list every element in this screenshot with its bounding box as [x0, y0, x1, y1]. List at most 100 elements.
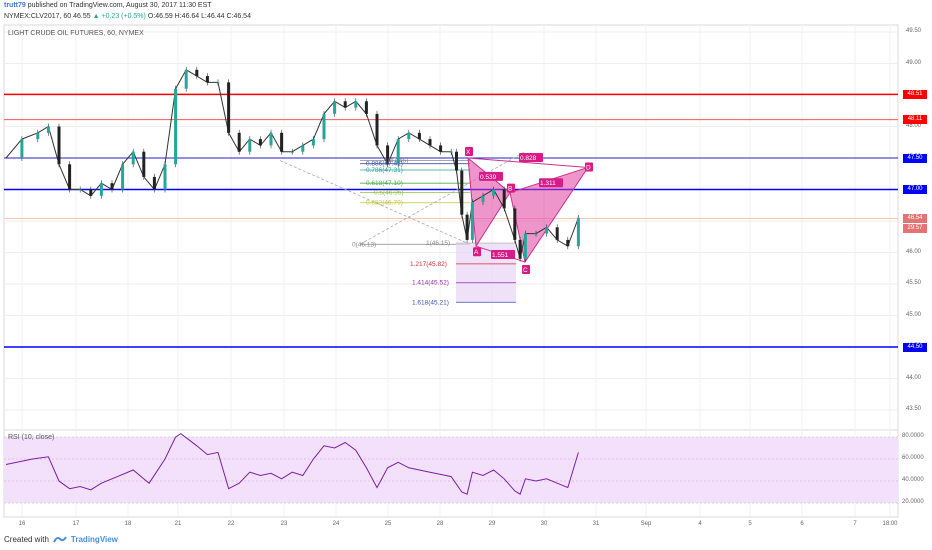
time-tick-label: 16 [18, 521, 26, 527]
candle-body [311, 139, 315, 146]
candle-body [566, 239, 570, 247]
candle-body [428, 139, 432, 146]
time-tick-label: 18 [124, 521, 132, 527]
candle-body [375, 113, 379, 146]
annotation-label: 0.382(46.79) [366, 200, 403, 207]
annotation-label: 1(47.46) [384, 158, 408, 165]
time-tick-label: 5 [748, 521, 752, 527]
candle-body [78, 189, 82, 191]
symbol: NYMEX:CLV2017, 60 [4, 13, 72, 20]
price-tick-label: 49.50 [906, 28, 922, 34]
price-tag: 46.54 [903, 213, 927, 223]
time-tick-label: 28 [436, 521, 444, 527]
price-tag: 48.51 [903, 89, 927, 99]
price-tick-label: 48.00 [906, 122, 922, 129]
time-tick-label: 23 [280, 521, 288, 527]
annotation-label: 0.618(47.10) [366, 180, 403, 187]
time-tick-label: 7 [853, 521, 857, 527]
annotation-box [473, 247, 481, 257]
annotation-label: 1.217(45.82) [410, 261, 447, 268]
candle-body [481, 195, 485, 203]
candle-body [439, 145, 443, 152]
candle-body [89, 189, 93, 196]
author-name[interactable]: trutt79 [4, 2, 26, 9]
annotation-label: 0.539 [480, 174, 497, 181]
candle-body [449, 151, 453, 153]
price-tag: 47.00 [903, 185, 927, 194]
price-pane-frame [3, 24, 899, 431]
rsi-tick-label: 20.0000 [902, 499, 924, 505]
annotation-label: 1.551 [492, 252, 509, 259]
candle-body [68, 164, 72, 190]
rsi-line [5, 433, 579, 495]
rsi-tick-label: 40.0000 [902, 477, 924, 483]
created-with-text: Created with [4, 535, 49, 544]
candle-body [131, 151, 135, 165]
time-tick-label: 17 [72, 521, 80, 527]
footer: Created with TradingView [4, 535, 118, 544]
candle-body [502, 189, 506, 209]
time-tick-label: Sep [640, 521, 652, 527]
price-tick-label: 45.00 [906, 311, 922, 318]
price-tick-label: 49.00 [906, 59, 922, 66]
time-tick-label: 6 [800, 521, 804, 527]
time-tick-label: 30 [540, 521, 548, 527]
candle-body [455, 151, 458, 171]
candle-body [354, 101, 358, 108]
candle-body [237, 132, 241, 152]
time-tick-label: 29 [488, 521, 496, 527]
candle-body [492, 189, 496, 196]
candle-body [99, 183, 103, 196]
candle-body [205, 76, 209, 83]
rsi-band [4, 437, 898, 503]
candle-body [36, 132, 40, 140]
candle-body [407, 132, 411, 140]
annotation-label: B [508, 186, 512, 193]
candle-body [110, 183, 114, 190]
brand-name[interactable]: TradingView [70, 535, 118, 544]
annotation-label: X [466, 149, 471, 156]
annotation-box [507, 183, 515, 193]
time-tick-label: 18:00 [882, 521, 898, 527]
candle-body [576, 217, 580, 247]
candle-body [258, 139, 262, 146]
candle-body [195, 69, 199, 77]
candle-body [301, 145, 305, 152]
fib-trend-dashed [359, 151, 526, 245]
candle-body [343, 101, 347, 108]
time-tick-label: 4 [698, 521, 702, 527]
price-change: ▲ +0.23 (+0.5%) [92, 13, 146, 20]
candle-body [386, 145, 390, 165]
annotation-box [519, 153, 543, 162]
symbol-line: NYMEX:CLV2017, 60 46.55 ▲ +0.23 (+0.5%) … [4, 13, 251, 20]
candle-body [46, 126, 50, 133]
last-price: 46.55 [73, 13, 91, 20]
candles [20, 66, 580, 262]
price-tag: 48.11 [903, 115, 927, 125]
annotation-box [539, 178, 563, 188]
tradingview-logo-icon [53, 536, 67, 543]
candle-body [465, 214, 469, 240]
candle-body [333, 101, 337, 114]
candle-body [555, 227, 559, 240]
annotation-label: 0.5(46.95) [374, 190, 404, 197]
annotation-label: 1.618(45.21) [412, 299, 449, 306]
candle-body [545, 227, 549, 234]
annotation-label: 1(46.15) [426, 240, 450, 247]
candle-body [417, 132, 421, 140]
annotation-box [479, 171, 503, 181]
candle-body [57, 126, 61, 165]
candle-body [121, 164, 125, 190]
time-tick-label: 21 [174, 521, 182, 527]
candle-body [269, 132, 273, 146]
price-tag: 47.50 [903, 153, 927, 163]
candle-body [216, 82, 220, 84]
candle-body [534, 233, 538, 235]
price-tick-label: 43.50 [906, 406, 922, 412]
pattern-annotations: 1(47.46)0.886(47.41)0.786(47.31) 0.618(47… [352, 147, 593, 306]
candle-body [460, 170, 464, 215]
pattern-xd-line [467, 157, 589, 168]
candle-body [322, 113, 326, 140]
annotation-label: D [586, 164, 591, 171]
